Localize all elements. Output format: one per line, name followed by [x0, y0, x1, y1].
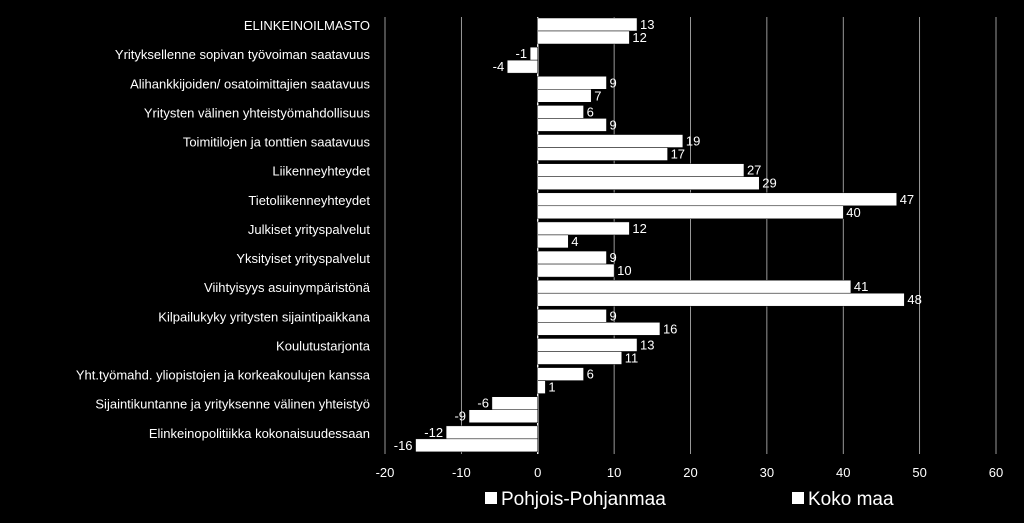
legend-swatch-pohjois-pohjanmaa: [485, 492, 497, 504]
data-label-pohjois-pohjanmaa: -12: [424, 425, 443, 440]
x-tick-label: 50: [912, 465, 926, 480]
bar-koko-maa-10: [537, 322, 661, 336]
x-axis-ticks: -20 -10 0 10 20 30 40 50 60: [376, 465, 1004, 480]
category-labels: ELINKEINOILMASTO Yrityksellenne sopivan t…: [76, 18, 371, 441]
legend: Pohjois-Pohjanmaa Koko maa: [485, 489, 894, 510]
data-label-pohjois-pohjanmaa: -1: [516, 46, 528, 61]
data-label-koko-maa: 16: [663, 321, 677, 336]
bar-koko-maa-13: [468, 409, 539, 423]
bar-koko-maa-3: [537, 118, 607, 132]
data-label-pohjois-pohjanmaa: 27: [747, 163, 761, 178]
data-label-pohjois-pohjanmaa: 19: [686, 134, 700, 149]
bar-koko-maa-14: [415, 438, 538, 453]
bar-koko-maa-12: [537, 380, 546, 394]
bar-pohjois-pohjanmaa-10: [537, 309, 607, 323]
data-label-koko-maa: 17: [671, 147, 685, 162]
bar-koko-maa-5: [537, 176, 760, 190]
bar-pohjois-pohjanmaa-11: [537, 338, 638, 352]
bar-pohjois-pohjanmaa-12: [537, 367, 584, 381]
data-label-koko-maa: 29: [762, 176, 776, 191]
bar-pohjois-pohjanmaa-0: [537, 17, 638, 32]
category-label: Tietoliikenneyhteydet: [248, 193, 370, 208]
x-tick-label: 20: [683, 465, 697, 480]
bar-pohjois-pohjanmaa-4: [537, 134, 684, 148]
category-label: Yksityiset yrityspalvelut: [236, 251, 370, 266]
category-label: Kilpailukyky yritysten sijaintipaikkana: [158, 309, 370, 324]
data-label-koko-maa: 9: [609, 117, 616, 132]
data-label-koko-maa: 10: [617, 263, 631, 278]
data-label-koko-maa: -4: [493, 59, 505, 74]
bar-pohjois-pohjanmaa-13: [491, 396, 538, 410]
category-label: Yrityksellenne sopivan työvoiman saatavu…: [115, 47, 371, 62]
category-label: Elinkeinopolitiikka kokonaisuudessaan: [149, 426, 370, 441]
data-label-koko-maa: 4: [571, 234, 578, 249]
data-label-pohjois-pohjanmaa: 12: [632, 221, 646, 236]
bar-pohjois-pohjanmaa-14: [445, 425, 539, 440]
bar-pohjois-pohjanmaa-1: [529, 46, 538, 61]
data-label-pohjois-pohjanmaa: 9: [609, 75, 616, 90]
bar-pohjois-pohjanmaa-8: [537, 250, 607, 265]
x-tick-label: 10: [607, 465, 621, 480]
x-tick-label: 60: [989, 465, 1003, 480]
bar-pohjois-pohjanmaa-6: [537, 192, 897, 207]
bar-koko-maa-2: [537, 89, 592, 103]
bar-koko-maa-4: [537, 147, 668, 161]
data-label-koko-maa: 48: [907, 292, 921, 307]
data-label-pohjois-pohjanmaa: 13: [640, 337, 654, 352]
category-label: Julkiset yrityspalvelut: [248, 222, 370, 237]
data-label-pohjois-pohjanmaa: 6: [587, 104, 594, 119]
category-label: Yritysten välinen yhteistyömahdollisuus: [144, 105, 371, 120]
data-label-koko-maa: 1: [548, 380, 555, 395]
legend-label-koko-maa: Koko maa: [808, 489, 894, 510]
bars: [415, 17, 905, 453]
category-label: Sijaintikuntanne ja yrityksenne välinen …: [95, 397, 370, 412]
data-label-pohjois-pohjanmaa: 47: [900, 192, 914, 207]
x-tick-label: 0: [534, 465, 541, 480]
category-label: Toimitilojen ja tonttien saatavuus: [183, 135, 371, 150]
bar-koko-maa-1: [506, 59, 539, 74]
legend-swatch-koko-maa: [792, 492, 804, 504]
bar-pohjois-pohjanmaa-5: [537, 163, 745, 177]
data-label-pohjois-pohjanmaa: 13: [640, 17, 654, 32]
data-label-koko-maa: 7: [594, 88, 601, 103]
bar-koko-maa-0: [537, 30, 630, 45]
category-label: ELINKEINOILMASTO: [244, 18, 370, 33]
category-label: Alihankkijoiden/ osatoimittajien saatavu…: [130, 76, 370, 91]
data-label-koko-maa: 40: [846, 205, 860, 220]
x-tick-label: 40: [836, 465, 850, 480]
gridlines: [384, 17, 997, 454]
x-tick-label: -10: [452, 465, 471, 480]
bar-koko-maa-6: [537, 205, 844, 220]
bar-pohjois-pohjanmaa-7: [537, 221, 630, 236]
category-label: Koulutustarjonta: [276, 338, 371, 353]
category-label: Viihtyisyys asuinympäristönä: [204, 280, 371, 295]
category-label: Liikenneyhteydet: [272, 164, 370, 179]
data-label-koko-maa: 11: [625, 350, 639, 365]
data-label-koko-maa: -16: [394, 438, 413, 453]
data-labels: 1312-1-497691917272947401249104148916131…: [394, 17, 922, 453]
data-label-pohjois-pohjanmaa: 9: [609, 250, 616, 265]
x-tick-label: -20: [376, 465, 395, 480]
category-label: Yht.työmahd. yliopistojen ja korkeakoulu…: [76, 368, 371, 383]
data-label-pohjois-pohjanmaa: 6: [587, 367, 594, 382]
data-label-koko-maa: -9: [454, 409, 466, 424]
data-label-pohjois-pohjanmaa: 9: [609, 308, 616, 323]
data-label-pohjois-pohjanmaa: 41: [854, 279, 868, 294]
x-tick-label: 30: [760, 465, 774, 480]
bar-koko-maa-9: [537, 292, 905, 307]
legend-label-pohjois-pohjanmaa: Pohjois-Pohjanmaa: [501, 489, 666, 510]
bar-koko-maa-11: [537, 351, 623, 365]
bar-pohjois-pohjanmaa-3: [537, 105, 584, 119]
bar-koko-maa-8: [537, 263, 615, 278]
data-label-pohjois-pohjanmaa: -6: [477, 396, 489, 411]
bar-koko-maa-7: [537, 234, 569, 249]
bar-pohjois-pohjanmaa-9: [537, 279, 852, 294]
data-label-koko-maa: 12: [632, 30, 646, 45]
